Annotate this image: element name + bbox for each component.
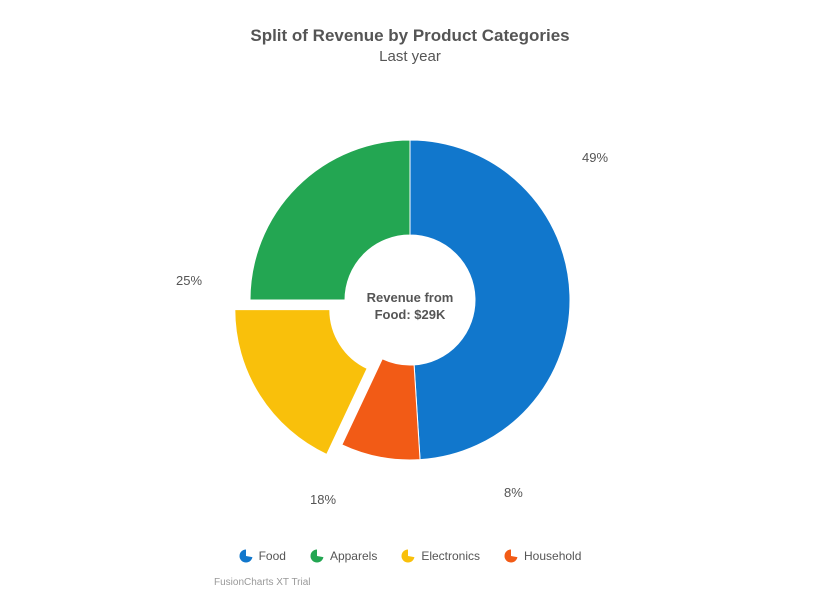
slice-label-food: 49% — [582, 150, 608, 165]
center-label-line2: Food: $29K — [375, 307, 446, 322]
legend-item-household[interactable]: Household — [504, 549, 581, 563]
legend-swatch-icon — [401, 549, 415, 563]
legend-swatch-icon — [310, 549, 324, 563]
legend-label: Food — [259, 549, 286, 563]
center-label-line1: Revenue from — [367, 290, 454, 305]
donut-center-label: Revenue from Food: $29K — [0, 290, 820, 324]
legend-item-electronics[interactable]: Electronics — [401, 549, 480, 563]
chart-subtitle: Last year — [0, 48, 820, 65]
legend: Food Apparels Electronics Household — [0, 549, 820, 566]
legend-label: Electronics — [421, 549, 480, 563]
legend-swatch-icon — [239, 549, 253, 563]
watermark: FusionCharts XT Trial — [214, 577, 311, 588]
legend-label: Apparels — [330, 549, 377, 563]
slice-label-apparels: 25% — [176, 273, 202, 288]
slice-apparels[interactable] — [250, 140, 410, 300]
legend-item-food[interactable]: Food — [239, 549, 286, 563]
legend-item-apparels[interactable]: Apparels — [310, 549, 377, 563]
slice-label-electronics: 18% — [310, 492, 336, 507]
legend-label: Household — [524, 549, 581, 563]
legend-swatch-icon — [504, 549, 518, 563]
slice-label-household: 8% — [504, 485, 523, 500]
chart-container: Split of Revenue by Product Categories L… — [0, 0, 820, 600]
chart-title: Split of Revenue by Product Categories — [0, 26, 820, 46]
